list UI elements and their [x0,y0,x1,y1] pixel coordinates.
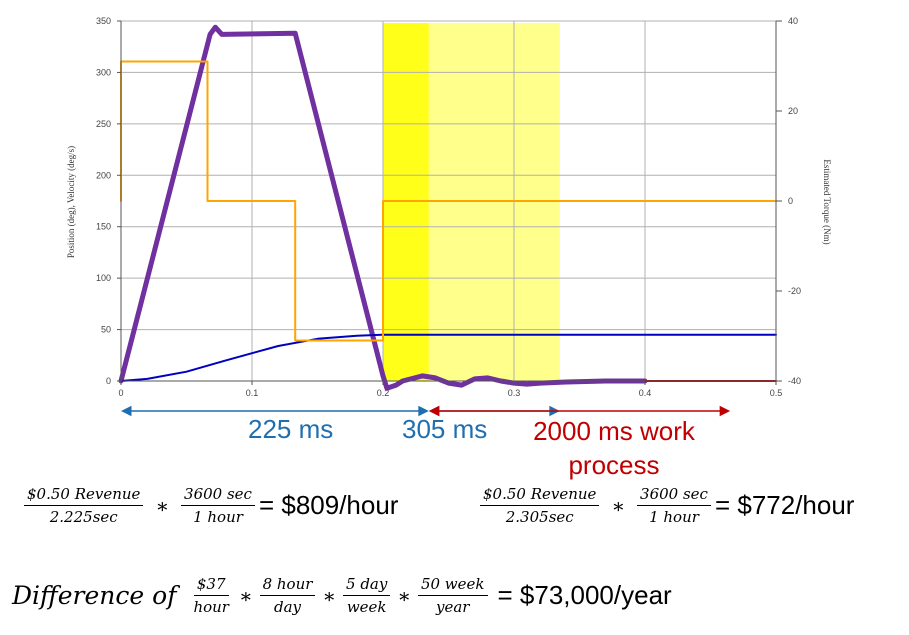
arrow-head [121,405,132,417]
equation-rate-305: $0.50 Revenue 2.305sec ∗ 3600 sec 1 hour… [476,483,854,528]
arrow-head [719,405,731,417]
fraction-numerator: 5 day [343,573,391,596]
fraction-numerator: 3600 sec [181,483,255,506]
x-tick-label: 0.2 [377,388,390,398]
x-tick-label: 0.4 [639,388,652,398]
position-line [120,333,777,382]
multiply-sign: ∗ [155,493,170,518]
multiply-sign: ∗ [322,583,337,608]
fraction: $37 hour [190,573,232,618]
span-label-work-process: 2000 ms work process [526,414,702,482]
span-label-305ms: 305 ms [402,414,488,444]
fraction-denominator: week [346,598,387,616]
fraction-numerator: $0.50 Revenue [480,483,600,506]
equation-result: = $73,000/year [497,580,672,610]
time-span-arrows [121,405,731,417]
equation-lead-text: Difference of [12,581,177,610]
x-tick-label: 0 [118,388,123,398]
fraction-denominator: 1 hour [649,508,699,526]
fraction-numerator: $0.50 Revenue [24,483,144,506]
y-tick-label: 50 [101,325,111,335]
y2-tick-label: -20 [788,286,801,296]
multiply-sign: ∗ [611,493,626,518]
fraction: 3600 sec 1 hour [181,483,255,528]
y-tick-label: 200 [96,170,111,180]
chart-tick-labels: 0 0.1 0.2 0.3 0.4 0.5050100150200250300350-40… [96,16,801,398]
fraction: 8 hour day [259,573,316,618]
y-tick-label: 100 [96,273,111,283]
span-label-225ms: 225 ms [248,414,334,444]
y-tick-label: 150 [96,222,111,232]
fraction-numerator: 8 hour [259,573,316,596]
y-tick-label: 350 [96,16,111,26]
fraction-denominator: 2.305sec [505,508,574,526]
fraction: 50 week year [417,573,488,618]
equation-rate-225: $0.50 Revenue 2.225sec ∗ 3600 sec 1 hour… [20,483,398,528]
motion-profile-chart: 0 0.1 0.2 0.3 0.4 0.5050100150200250300350-40… [66,16,832,417]
y-tick-label: 250 [96,119,111,129]
y-tick-label: 300 [96,67,111,77]
fraction-denominator: 1 hour [193,508,243,526]
fraction-numerator: 50 week [417,573,488,596]
y2-tick-label: 0 [788,196,793,206]
x-tick-label: 0.3 [508,388,521,398]
y2-tick-label: -40 [788,376,801,386]
fraction-denominator: hour [193,598,229,616]
fraction-denominator: 2.225sec [49,508,118,526]
equation-result: = $809/hour [258,490,399,520]
multiply-sign: ∗ [397,583,411,608]
fraction-denominator: year [435,598,470,616]
arrow-head [418,405,429,417]
fraction: $0.50 Revenue 2.305sec [480,483,600,528]
multiply-sign: ∗ [238,583,253,608]
fraction: $0.50 Revenue 2.225sec [24,483,144,528]
fraction: 3600 sec 1 hour [637,483,711,528]
y2-tick-label: 20 [788,106,798,116]
y-tick-label: 0 [106,376,111,386]
equation-annual-difference: Difference of $37 hour ∗ 8 hour day ∗ 5 … [12,573,672,618]
fraction-numerator: $37 [193,573,229,596]
equation-result: = $772/hour [714,490,855,520]
fraction: 5 day week [343,573,391,618]
span-label-work-line2: process [568,450,660,480]
y2-tick-label: 40 [788,16,798,26]
torque-line [120,60,777,342]
x-tick-label: 0.5 [770,388,783,398]
fraction-denominator: day [273,598,302,616]
span-label-work-line1: 2000 ms work [533,416,695,446]
left-axis-title: Position (deg), Velocity (deg/s) [66,146,76,258]
arrow-head [428,405,440,417]
right-axis-title: Estimated Torque (Nm) [822,159,832,244]
x-tick-label: 0.1 [246,388,259,398]
fraction-numerator: 3600 sec [637,483,711,506]
